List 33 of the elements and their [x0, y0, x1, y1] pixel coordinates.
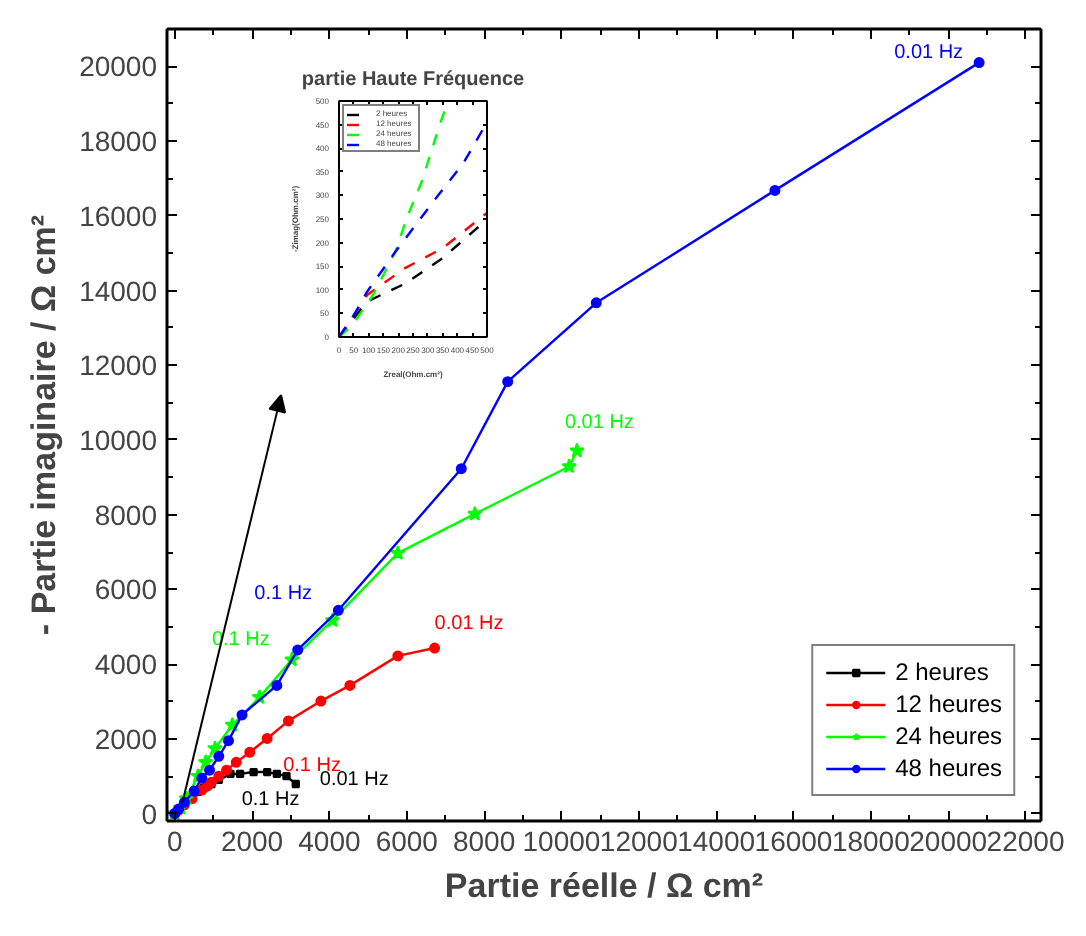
annotation: 0.1 Hz: [254, 583, 313, 606]
x-tick-label: 0: [166, 825, 183, 857]
annotation: 0.01 Hz: [564, 411, 634, 434]
annotation: 0.1 Hz: [241, 789, 300, 812]
x-axis-title: Partie réelle / Ω cm²: [444, 867, 764, 905]
x-tick-label: 16000: [754, 825, 833, 857]
x-tick-label: 20000: [909, 825, 988, 857]
legend-label: 2 heures: [895, 658, 989, 686]
x-tick-label: 2000: [220, 825, 284, 857]
x-tick-label: 6000: [375, 825, 439, 857]
legend-label: 12 heures: [895, 690, 1002, 718]
y-tick-label: 14000: [79, 274, 158, 307]
y-tick-label: 20000: [79, 50, 158, 83]
x-tick-label: 22000: [986, 825, 1065, 857]
y-tick-label: 8000: [94, 498, 158, 531]
x-tick-label: 18000: [831, 825, 911, 857]
y-tick-label: 4000: [94, 648, 158, 681]
x-tick-label: 12000: [599, 825, 679, 857]
annotation: 0.01 Hz: [894, 41, 964, 64]
y-tick-label: 18000: [79, 125, 158, 158]
y-axis-title: - Partie imaginaire / Ω cm²: [25, 214, 64, 636]
legend-label: 48 heures: [895, 754, 1002, 782]
y-tick-label: 10000: [79, 423, 158, 456]
x-tick-label: 8000: [452, 825, 516, 857]
y-tick-label: 2000: [94, 722, 158, 755]
x-tick-label: 10000: [522, 825, 601, 857]
x-tick-label: 14000: [677, 825, 756, 857]
chart-title: partie Haute Fréquence: [301, 69, 526, 91]
y-tick-label: 16000: [79, 199, 158, 232]
y-tick-label: 6000: [94, 573, 158, 606]
y-tick-label: 0: [141, 797, 158, 830]
annotation: 0.01 Hz: [434, 613, 504, 636]
legend-label: 24 heures: [895, 722, 1002, 750]
